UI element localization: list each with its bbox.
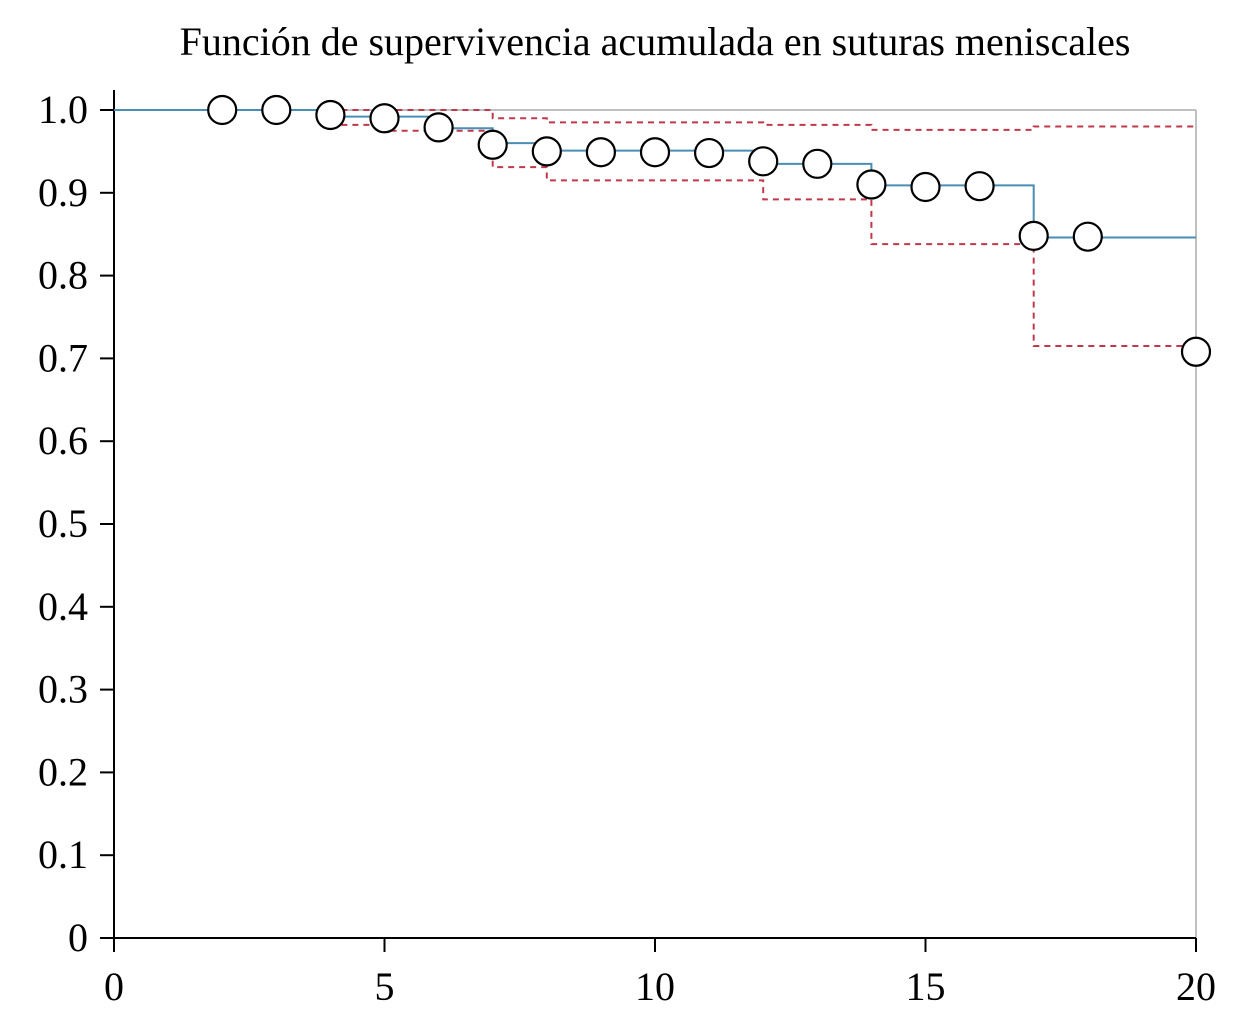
censor-marker bbox=[585, 137, 617, 168]
censor-marker bbox=[423, 112, 454, 143]
x-tick-label: 20 bbox=[1176, 964, 1216, 1009]
y-tick-label: 0.4 bbox=[38, 584, 88, 629]
y-tick-label: 0.6 bbox=[38, 418, 88, 463]
censor-marker bbox=[1072, 221, 1103, 252]
censor-marker bbox=[315, 99, 346, 131]
y-tick-label: 0.9 bbox=[38, 170, 88, 215]
y-tick-label: 0.3 bbox=[38, 667, 88, 712]
censor-marker bbox=[1180, 336, 1212, 367]
censor-marker bbox=[748, 146, 779, 177]
censor-marker bbox=[964, 171, 995, 202]
y-tick-label: 0.7 bbox=[38, 335, 88, 380]
censor-marker bbox=[369, 103, 400, 134]
censor-marker bbox=[639, 137, 671, 168]
censor-marker bbox=[207, 94, 238, 126]
y-tick-label: 0.2 bbox=[38, 749, 88, 794]
survival-step-line bbox=[114, 109, 1196, 239]
x-tick-label: 10 bbox=[635, 964, 675, 1009]
y-tick-label: 0.1 bbox=[38, 832, 88, 877]
censor-marker bbox=[477, 129, 508, 160]
censor-marker bbox=[802, 148, 833, 179]
chart-title: Función de supervivencia acumulada en su… bbox=[180, 19, 1131, 64]
censor-marker bbox=[693, 137, 725, 169]
y-tick-label: 1.0 bbox=[38, 87, 88, 132]
x-tick-label: 0 bbox=[104, 964, 124, 1009]
y-tick-label: 0.8 bbox=[38, 253, 88, 298]
censor-marker bbox=[531, 136, 562, 167]
censor-marker bbox=[910, 171, 941, 203]
confidence-bound-line bbox=[330, 109, 1196, 131]
censor-markers bbox=[207, 94, 1212, 367]
x-tick-label: 5 bbox=[375, 964, 395, 1009]
y-tick-label: 0.5 bbox=[38, 501, 88, 546]
censor-marker bbox=[856, 169, 887, 200]
censor-marker bbox=[261, 94, 292, 126]
axes: 0 0.1 0.2 0.3 0.4 0.5 0.6 0.7 0.8 0.9 1.0 0 5 10 15 20 bbox=[38, 87, 1216, 1009]
confidence-bound-line bbox=[330, 123, 1196, 347]
y-tick-label: 0 bbox=[68, 915, 88, 960]
x-tick-label: 15 bbox=[906, 964, 946, 1009]
censor-marker bbox=[1018, 220, 1049, 251]
